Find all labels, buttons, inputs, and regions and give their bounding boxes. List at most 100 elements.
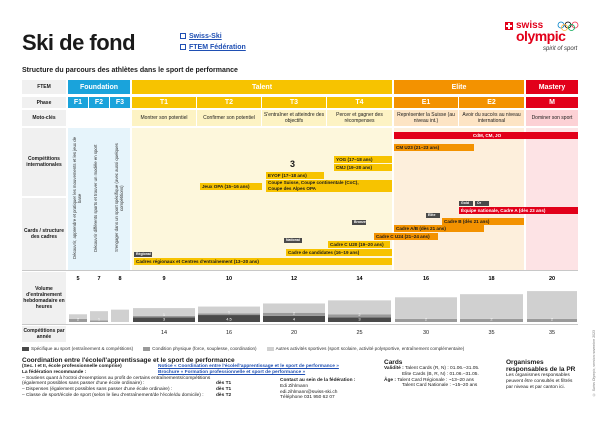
legend-swatch	[266, 346, 274, 351]
phase-f3: F3	[110, 97, 130, 108]
volume-segment	[198, 306, 260, 314]
row-label-phase: Phase	[22, 97, 66, 108]
volume-specific-label: 1	[163, 312, 166, 317]
phase-e1: E1	[394, 97, 458, 108]
volume-total-label: 8	[118, 276, 121, 282]
card-national: Équipe nationale, Cadre A (dès 23 ans)	[459, 207, 578, 214]
volume-lower-label: 4.5	[226, 317, 232, 322]
coordination-block: Coordination entre l'école/l'apprentissa…	[22, 357, 235, 398]
divider	[22, 324, 578, 325]
competitions-year-value: 16	[225, 330, 233, 336]
volume-segment	[395, 297, 457, 319]
phase-t1: T1	[132, 97, 196, 108]
notice-link[interactable]: Notice « Coordination entre l'école/l'ap…	[158, 364, 339, 369]
volume-total-label: 5	[76, 276, 79, 282]
cards-block: Cards Validité : Talent Cards (R, N) : 0…	[384, 359, 480, 389]
card-gold-tag: Gold	[459, 201, 473, 206]
foundation-text-f1: Découvrir, apprendre et pratiquer les mo…	[72, 136, 82, 260]
card-silver-tag: Or	[475, 201, 489, 206]
phase-f2: F2	[89, 97, 109, 108]
reco-list: – Soutiens quant à l'octroi d'exemptions…	[22, 375, 232, 398]
top-links: Swiss-Ski FTEM Fédération	[180, 31, 246, 53]
swiss-ski-link[interactable]: Swiss-Ski	[180, 31, 246, 42]
external-link-icon	[180, 33, 186, 39]
legend-item: Spécifique au sport (entraînement & comp…	[22, 346, 133, 351]
volume-segment	[198, 313, 260, 316]
row-label-competitions: Compétitions internationales	[22, 128, 66, 196]
volume-specific-label: 1	[228, 310, 231, 315]
ftem-foundation: Foundation	[68, 80, 130, 94]
phase-t4: T4	[327, 97, 392, 108]
volume-specific-label: 2	[293, 310, 296, 315]
motto-e2: Avoir du succès au niveau international	[459, 110, 524, 126]
competitions-year-row: 14 16 20 25 30 35 35	[22, 326, 578, 342]
volume-total-label: 9	[162, 276, 165, 282]
row-label-cards: Cards / structure des cadres	[22, 198, 66, 270]
motto-t1: Montrer son potentiel	[132, 110, 196, 126]
contact-email[interactable]: edi.zihlmann@swiss-ski.ch	[280, 389, 338, 395]
motto-t2: Confirmer son potentiel	[197, 110, 261, 126]
comp-u23: CM U23 (21–23 ans)	[394, 144, 474, 151]
comp-eyof: EYOF (17–18 ans)	[266, 172, 324, 179]
brochure-link[interactable]: Brochure « Formation professionnelle et …	[158, 369, 306, 375]
phase-t2: T2	[197, 97, 261, 108]
volume-segment	[90, 320, 108, 322]
ftem-link[interactable]: FTEM Fédération	[180, 42, 246, 53]
divider	[22, 270, 578, 271]
eyof-logo: 3	[290, 159, 296, 169]
volume-segment	[527, 318, 577, 322]
motto-t3: S'entraîner et atteindre des objectifs	[262, 110, 326, 126]
volume-specific-label: 2	[551, 317, 554, 322]
competitions-year-value: 14	[160, 330, 168, 336]
athlete-pathway-grid: FTEM Phase Moto-clés Compétitions intern…	[22, 80, 578, 342]
volume-segment	[460, 318, 523, 322]
volume-total-label: 20	[549, 276, 555, 282]
volume-specific-label: 2	[425, 317, 428, 322]
card-regional-tag: Régional	[134, 252, 152, 257]
ftem-talent: Talent	[132, 80, 392, 94]
volume-segment	[460, 294, 523, 319]
legend-swatch	[143, 346, 151, 351]
volume-total-label: 7	[97, 276, 100, 282]
volume-segment	[133, 315, 195, 318]
volume-lower-label: 3	[358, 317, 361, 322]
card-cadre-ab: Cadre A/B (dès 21 ans)	[394, 225, 484, 232]
elite-background	[394, 128, 524, 270]
section-subtitle: Structure du parcours des athlètes dans …	[22, 67, 238, 74]
mastery-background	[526, 128, 578, 270]
volume-specific-label: 2	[490, 317, 493, 322]
legend-item: Autres activités sportives (sport scolai…	[266, 346, 464, 351]
row-label-motto: Moto-clés	[22, 110, 66, 126]
legend-swatch	[22, 346, 29, 351]
motto-t4: Percer et gagner des récompenses	[327, 110, 392, 126]
ftem-mastery: Mastery	[526, 80, 578, 94]
legend: Spécifique au sport (entraînement & comp…	[22, 346, 464, 351]
bottom-info: Coordination entre l'école/l'apprentissa…	[22, 357, 582, 417]
phase-e2: E2	[459, 97, 524, 108]
volume-lower-label: 4	[293, 317, 296, 322]
volume-segment	[395, 318, 457, 322]
contact-block: Contact au sein de la fédération : Edi Z…	[280, 378, 380, 401]
competitions-year-value: 30	[422, 330, 430, 336]
competitions-year-value: 25	[356, 330, 363, 336]
olympic-rings-icon	[557, 21, 579, 31]
volume-segment	[328, 314, 391, 318]
volume-total-label: 10	[226, 276, 232, 282]
page-title: Ski de fond	[22, 30, 136, 55]
card-regionaux: Cadres régionaux et Centres d'entraîneme…	[134, 258, 392, 265]
volume-segment	[328, 300, 391, 315]
card-elite-tag: Elite	[426, 213, 440, 218]
comp-cmj: CMJ (19–20 ans)	[334, 164, 392, 171]
motto-e1: Représenter la Suisse (au niveau int.)	[394, 110, 458, 126]
notice-links: Notice « Coordination entre l'école/l'ap…	[158, 364, 358, 376]
competitions-year-value: 35	[548, 330, 556, 336]
volume-segment	[69, 318, 87, 322]
volume-segment	[263, 312, 325, 316]
legend-item: Condition physique (force, souplesse, co…	[143, 346, 257, 351]
volume-total-label: 12	[291, 276, 297, 282]
volume-lower-label: 3	[163, 317, 166, 322]
row-label-volume: Volume d'entraînement hebdomadaire en he…	[22, 272, 66, 324]
phase-f1: F1	[68, 97, 88, 108]
motto-m: Dominer son sport	[526, 110, 578, 126]
